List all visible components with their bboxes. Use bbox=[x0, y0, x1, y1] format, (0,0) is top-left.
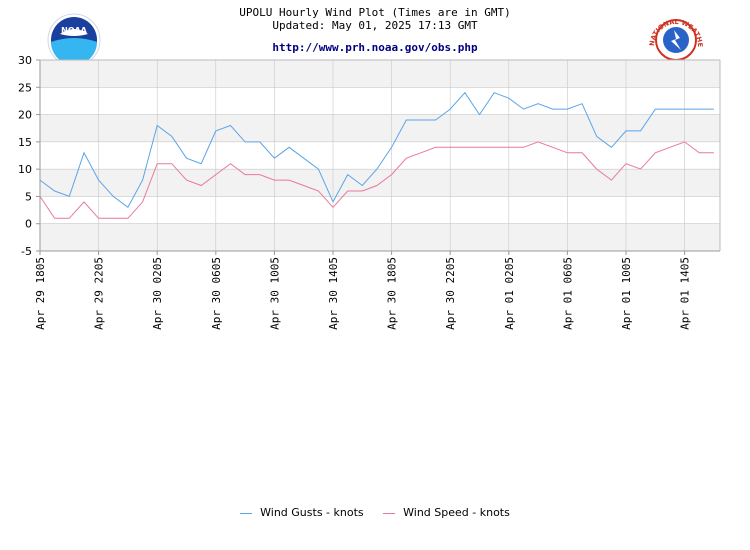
x-tick-label: Apr 01 0605 bbox=[561, 257, 574, 330]
series-line-wind-speed bbox=[39, 141, 714, 219]
legend-label-speed: Wind Speed - knots bbox=[403, 506, 510, 519]
nws-logo-icon: NATIONAL WEATHER SERVICE bbox=[648, 18, 704, 61]
x-tick-label: Apr 30 1805 bbox=[386, 257, 399, 330]
y-tick-label: 30 bbox=[18, 54, 32, 67]
y-tick-label: 25 bbox=[18, 81, 32, 94]
y-tick-label: 5 bbox=[25, 190, 32, 203]
noaa-logo-icon: NOAA bbox=[47, 13, 101, 67]
x-tick-label: Apr 29 2205 bbox=[93, 257, 106, 330]
x-tick-label: Apr 30 1405 bbox=[327, 257, 340, 330]
legend: Wind Gusts - knots Wind Speed - knots bbox=[0, 506, 750, 519]
grid-band bbox=[40, 60, 720, 88]
legend-item-speed: Wind Speed - knots bbox=[383, 506, 510, 519]
chart-title: UPOLU Hourly Wind Plot (Times are in GMT… bbox=[239, 6, 511, 19]
grid-band bbox=[40, 223, 720, 251]
legend-swatch-gusts bbox=[240, 512, 253, 514]
source-url-link[interactable]: http://www.prh.noaa.gov/obs.php bbox=[272, 41, 478, 54]
chart-subtitle: Updated: May 01, 2025 17:13 GMT bbox=[272, 19, 478, 32]
x-tick-label: Apr 30 0605 bbox=[210, 257, 223, 330]
x-tick-label: Apr 01 1005 bbox=[620, 257, 633, 330]
legend-swatch-speed bbox=[383, 512, 396, 514]
legend-item-gusts: Wind Gusts - knots bbox=[240, 506, 364, 519]
noaa-logo-text: NOAA bbox=[61, 26, 87, 35]
x-tick-label: Apr 29 1805 bbox=[34, 257, 47, 330]
y-tick-label: -5 bbox=[21, 245, 32, 258]
x-tick-label: Apr 01 1405 bbox=[679, 257, 692, 330]
grid-band bbox=[40, 114, 720, 142]
y-tick-label: 15 bbox=[18, 136, 32, 149]
x-tick-label: Apr 30 1005 bbox=[268, 257, 281, 330]
legend-label-gusts: Wind Gusts - knots bbox=[260, 506, 364, 519]
series-line-wind-gusts bbox=[39, 91, 714, 209]
y-tick-label: 0 bbox=[25, 218, 32, 231]
x-tick-label: Apr 30 0205 bbox=[151, 257, 164, 330]
y-tick-label: 10 bbox=[18, 163, 32, 176]
x-tick-label: Apr 01 0205 bbox=[503, 257, 516, 330]
x-tick-label: Apr 30 2205 bbox=[444, 257, 457, 330]
y-tick-label: 20 bbox=[18, 109, 32, 122]
